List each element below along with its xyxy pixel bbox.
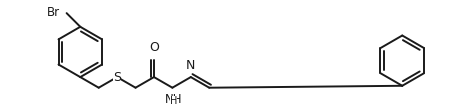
Text: H: H	[170, 96, 177, 106]
Text: S: S	[113, 71, 121, 84]
Text: NH: NH	[165, 93, 182, 106]
Text: N: N	[186, 59, 196, 72]
Text: Br: Br	[47, 6, 60, 19]
Text: O: O	[149, 41, 159, 54]
